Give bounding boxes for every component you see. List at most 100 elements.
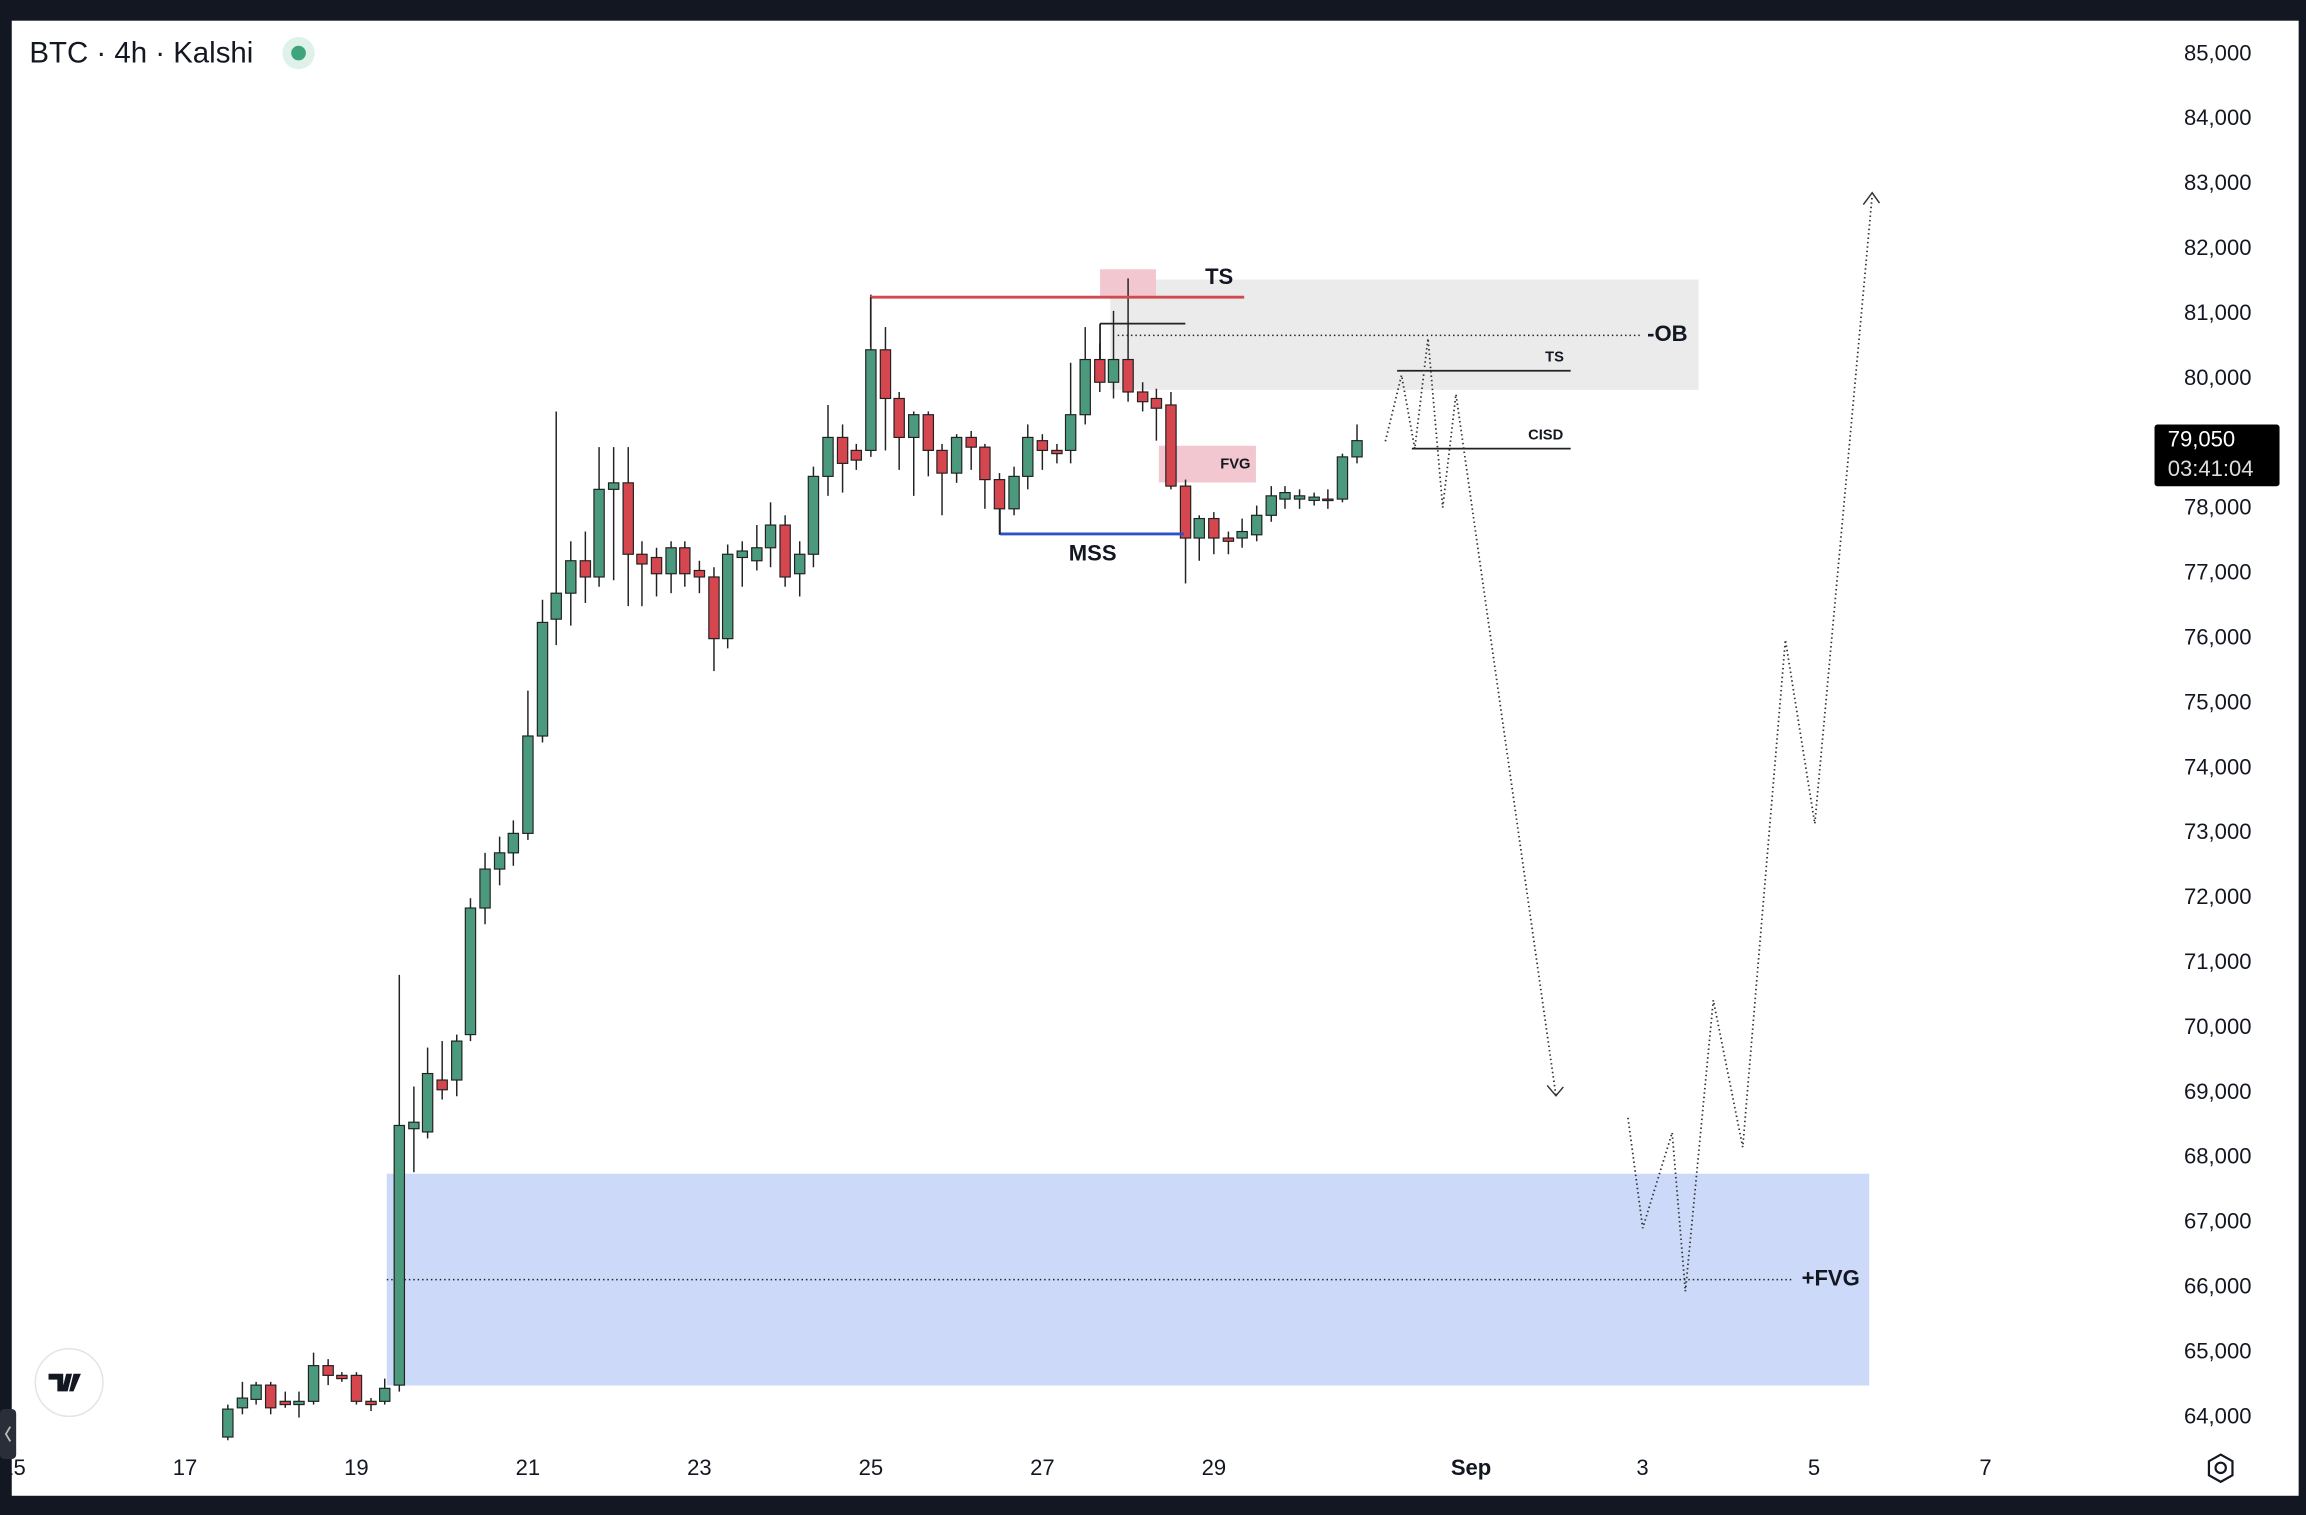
side-tab[interactable] [0,1409,17,1460]
candle-body [622,482,634,555]
x-tick-label: 23 [687,1455,712,1480]
candle-body [565,560,577,594]
candle-body [1008,475,1020,510]
annotation-ts: TS [1545,349,1564,365]
candle-body [279,1400,292,1406]
candle-body [879,349,892,400]
y-tick-label: 83,000 [2184,170,2251,195]
y-tick-label: 73,000 [2184,819,2251,844]
candle-body [807,475,820,555]
candle-body [908,414,920,439]
y-tick-label: 69,000 [2184,1079,2251,1104]
candle-body [1064,414,1077,451]
annotation-mss: MSS [1069,540,1117,565]
candle-body [1022,436,1034,477]
candle-body [464,907,477,1036]
candle-body [736,550,748,559]
candle-body [1051,449,1063,455]
candle-body [721,553,734,640]
candle-body [1079,358,1091,416]
projection-arrow [1862,191,1881,205]
candle-body [665,547,677,575]
y-tick-label: 82,000 [2184,235,2251,260]
candle-body [1222,537,1235,542]
candle-body [1150,397,1163,409]
candle-body [507,832,520,854]
candle-body [250,1384,262,1400]
y-tick-label: 66,000 [2184,1274,2251,1299]
candle-body [550,592,562,620]
projection-arrow [1546,1084,1564,1097]
projection-path [1627,195,1874,1292]
candle-body [607,482,620,490]
candle-body [408,1121,420,1130]
y-tick-label: 70,000 [2184,1014,2251,1039]
x-tick-label: 27 [1030,1455,1055,1480]
annotation-ts: TS [1205,264,1233,289]
candle-body [793,553,806,575]
candle-body [1293,495,1306,500]
annotation-fvg: +FVG [1802,1265,1860,1290]
y-tick-label: 65,000 [2184,1338,2251,1363]
candle-body [493,852,506,870]
candle-body [936,449,948,474]
candle-body [393,1124,406,1386]
candle-body [536,621,549,737]
candle-body [336,1374,348,1380]
y-tick-label: 72,000 [2184,884,2251,909]
annotation-fvg: FVG [1220,457,1250,473]
candle-body [1351,440,1363,458]
y-tick-label: 78,000 [2184,495,2251,520]
candle-body [993,479,1006,510]
candle-body [636,553,648,565]
candle-body [650,556,663,575]
candle-body [365,1400,377,1406]
x-tick-label: 29 [1202,1455,1227,1480]
settings-icon [2207,1453,2234,1484]
x-tick-label: 3 [1636,1455,1648,1480]
price-tag [2154,424,2280,487]
candle-body [1308,496,1320,501]
candle-body [1094,358,1106,383]
x-tick-label: 15 [1,1455,26,1480]
candle-body [378,1387,391,1402]
x-tick-label: 17 [173,1455,198,1480]
candle-body [979,446,991,481]
candle-body [950,436,963,474]
candle-body [593,488,605,578]
candle-body [522,735,534,834]
candle-body [693,569,706,578]
candle-body [322,1365,334,1376]
x-tick-label: Sep [1451,1455,1491,1480]
candle-body [264,1384,277,1409]
candle-body [751,547,763,562]
candle-body [236,1397,249,1409]
candle-body [579,560,592,578]
candle-body [1193,517,1205,539]
candle-body [1208,517,1220,539]
candle-body [1265,495,1278,516]
annotation-cisd: CISD [1528,427,1563,443]
y-tick-label: 84,000 [2184,105,2251,130]
candle-body [350,1374,363,1402]
candle-body [779,524,791,578]
candle-body [1036,440,1049,451]
candle-body [836,436,849,464]
candle-body [479,868,491,909]
countdown-label: 03:41:04 [2168,456,2254,481]
candle-body [307,1365,320,1402]
candle-body [965,436,977,448]
candle-body [1279,492,1291,500]
candle-body [865,349,877,451]
y-tick-label: 76,000 [2184,624,2251,649]
chart-title: BTC · 4h · Kalshi [29,36,253,69]
candle-body [451,1040,463,1081]
y-tick-label: 74,000 [2184,754,2251,779]
candle-body [922,414,935,451]
candle-body [1336,456,1349,500]
candles [222,278,1363,1441]
settings-button[interactable] [2207,1453,2234,1484]
x-tick-label: 25 [859,1455,884,1480]
candle-body [1322,498,1334,502]
candle-body [822,436,834,477]
